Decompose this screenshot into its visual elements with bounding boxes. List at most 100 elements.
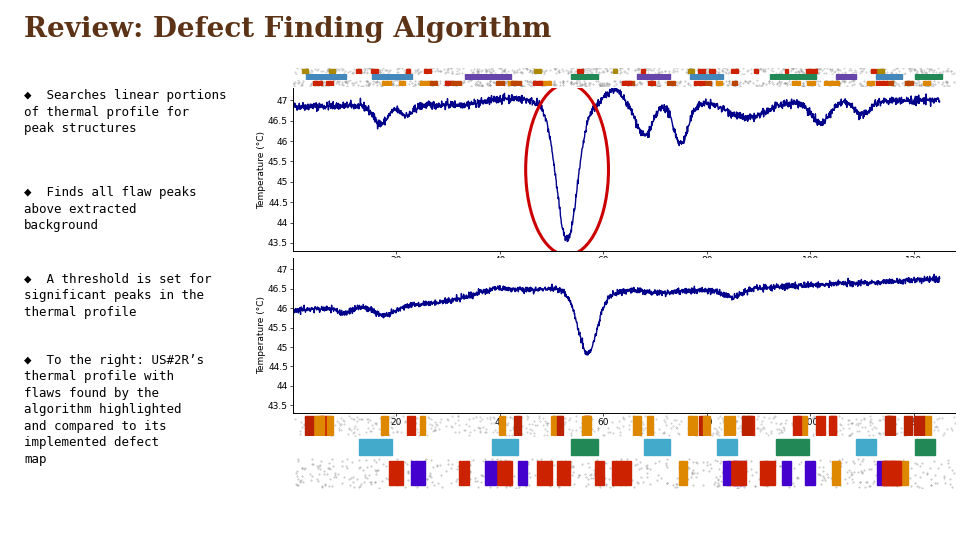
Bar [420, 80, 432, 86]
Bar [624, 80, 635, 86]
Bar [406, 69, 410, 72]
Bar [914, 416, 924, 435]
Bar [792, 80, 800, 86]
Bar [620, 461, 631, 485]
Bar [888, 416, 895, 435]
Bar [806, 69, 812, 72]
Bar [704, 416, 710, 435]
Bar [889, 461, 900, 485]
Bar [571, 439, 597, 455]
Bar [584, 416, 589, 435]
Bar [444, 80, 452, 86]
Bar [877, 69, 883, 72]
Bar [420, 416, 425, 435]
Bar [382, 80, 391, 86]
Bar [356, 69, 361, 72]
Text: Review: Defect Finding Algorithm: Review: Defect Finding Algorithm [24, 16, 551, 43]
Bar [924, 416, 931, 435]
Bar [372, 69, 378, 72]
Bar [782, 461, 791, 485]
Text: 4: 4 [898, 508, 907, 523]
Bar [746, 416, 755, 435]
Bar [514, 416, 521, 435]
Bar [867, 80, 875, 86]
Bar [517, 461, 527, 485]
Bar [644, 439, 670, 455]
Bar [777, 439, 809, 455]
Bar [885, 416, 890, 435]
Bar [314, 416, 324, 435]
Bar [612, 461, 621, 485]
Bar [578, 69, 583, 72]
Bar [770, 75, 816, 79]
Bar [836, 75, 855, 79]
Bar [399, 80, 405, 86]
Bar [760, 461, 768, 485]
Bar [557, 416, 562, 435]
Bar [830, 416, 836, 435]
Bar [540, 80, 551, 86]
Bar [793, 416, 802, 435]
Y-axis label: Temperature (°C): Temperature (°C) [257, 131, 267, 208]
Bar [424, 69, 431, 72]
Bar [679, 461, 687, 485]
Text: ◆  To the right: US#2R’s
thermal profile with
flaws found by the
algorithm highl: ◆ To the right: US#2R’s thermal profile … [24, 354, 204, 465]
Bar [800, 416, 806, 435]
Bar [535, 69, 540, 72]
Bar [551, 416, 557, 435]
Bar [306, 75, 346, 79]
Bar [764, 461, 775, 485]
Bar [824, 80, 832, 86]
Bar [613, 69, 617, 72]
Bar [688, 416, 697, 435]
Bar [485, 461, 496, 485]
Bar [648, 80, 656, 86]
Bar [582, 416, 591, 435]
Bar [508, 80, 517, 86]
Bar [584, 416, 590, 435]
Bar [916, 439, 935, 455]
Text: X in cm: X in cm [924, 264, 955, 273]
Bar [505, 461, 513, 485]
Text: ◆  Searches linear portions
of thermal profile for
peak structures: ◆ Searches linear portions of thermal pr… [24, 89, 227, 135]
Bar [372, 75, 412, 79]
Bar [533, 80, 541, 86]
Bar [557, 461, 570, 485]
Bar [724, 416, 734, 435]
Bar [904, 416, 912, 435]
Bar [877, 461, 888, 485]
Text: ◆  A threshold is set for
significant peaks in the
thermal profile: ◆ A threshold is set for significant pea… [24, 273, 211, 319]
Bar [830, 80, 839, 86]
Bar [571, 75, 597, 79]
Bar [892, 461, 901, 485]
Bar [723, 461, 731, 485]
Bar [816, 416, 826, 435]
Bar [805, 461, 815, 485]
Bar [732, 461, 746, 485]
Bar [876, 80, 887, 86]
Bar [905, 80, 913, 86]
Bar [557, 416, 563, 435]
Bar [622, 80, 631, 86]
Text: ◆  Finds all flaw peaks
above extracted
background: ◆ Finds all flaw peaks above extracted b… [24, 186, 197, 232]
Bar [496, 80, 504, 86]
Bar [329, 69, 335, 72]
Bar [883, 461, 896, 485]
Bar [320, 416, 327, 435]
Text: William Heidorn: William Heidorn [296, 509, 415, 522]
Bar [595, 461, 604, 485]
Bar [637, 75, 670, 79]
Bar [704, 80, 711, 86]
Bar [389, 461, 403, 485]
Y-axis label: Temperature (°C): Temperature (°C) [257, 296, 267, 374]
Bar [694, 80, 705, 86]
Bar [492, 439, 518, 455]
Bar [876, 75, 902, 79]
Bar [828, 416, 836, 435]
Bar [896, 461, 908, 485]
Bar [882, 461, 892, 485]
Bar [807, 80, 815, 86]
Bar [666, 80, 675, 86]
Bar [460, 461, 469, 485]
Bar [511, 80, 521, 86]
